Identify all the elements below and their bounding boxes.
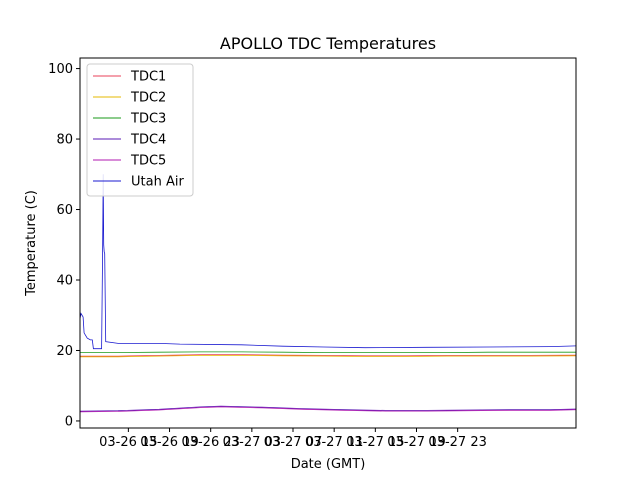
y-tick-label: 20 bbox=[56, 344, 73, 359]
series-line-tdc4 bbox=[79, 405, 577, 412]
series-line-tdc2 bbox=[80, 354, 577, 358]
plot-frame bbox=[79, 57, 577, 429]
chart-title: APOLLO TDC Temperatures bbox=[220, 34, 436, 53]
x-tick-label: 03-27 03 bbox=[223, 435, 281, 450]
legend-label: TDC1 bbox=[130, 70, 166, 85]
series-line-tdc3 bbox=[80, 351, 576, 354]
y-tick-label: 60 bbox=[56, 203, 73, 218]
y-axis-label: Temperature (C) bbox=[24, 190, 39, 297]
x-tick-label: 03-27 07 bbox=[264, 435, 322, 450]
legend-label: TDC4 bbox=[130, 133, 166, 148]
x-tick-label: 03-27 23 bbox=[428, 435, 486, 450]
x-tick-label: 03-26 19 bbox=[140, 435, 198, 450]
series-line-utah-air bbox=[79, 174, 577, 350]
y-tick-label: 40 bbox=[56, 274, 73, 289]
y-tick-label: 80 bbox=[56, 133, 73, 148]
x-tick-label: 03-27 11 bbox=[305, 435, 363, 450]
series-line-tdc5 bbox=[79, 406, 577, 413]
legend: TDC1 TDC2 TDC3 TDC4 TDC5 Utah Air bbox=[86, 63, 194, 197]
y-tick-label: 0 bbox=[65, 414, 73, 429]
x-tick-label: 03-27 19 bbox=[387, 435, 445, 450]
legend-label: TDC5 bbox=[130, 154, 166, 169]
legend-label: Utah Air bbox=[131, 175, 184, 190]
legend-label: TDC2 bbox=[130, 91, 166, 106]
x-tick-label: 03-26 23 bbox=[181, 435, 239, 450]
x-axis-label: Date (GMT) bbox=[291, 457, 366, 472]
axes-layer bbox=[79, 57, 577, 429]
x-tick-label: 03-27 15 bbox=[346, 435, 404, 450]
legend-label: TDC3 bbox=[130, 112, 166, 127]
series-layer bbox=[79, 174, 577, 413]
y-tick-label: 100 bbox=[48, 62, 73, 77]
x-tick-label: 03-26 15 bbox=[99, 435, 157, 450]
series-line-tdc1 bbox=[80, 354, 577, 357]
